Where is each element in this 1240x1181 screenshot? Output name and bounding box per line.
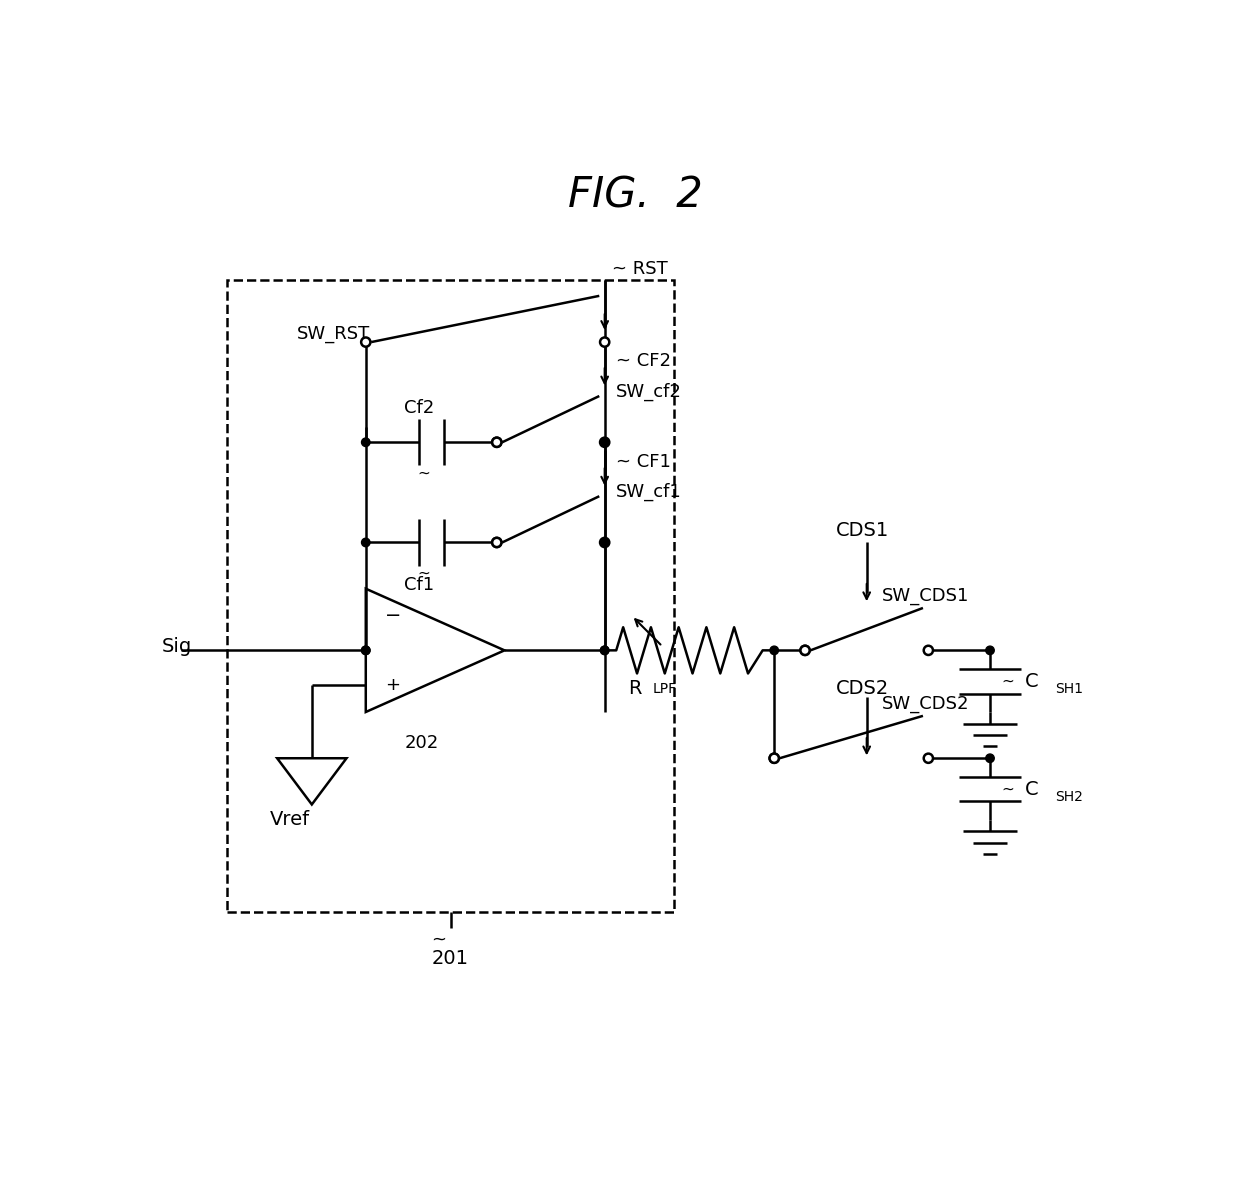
Text: FIG.  2: FIG. 2 [568,175,703,216]
Text: ~: ~ [417,465,430,481]
Circle shape [492,438,501,446]
Circle shape [362,438,370,446]
Bar [227,280,675,913]
Text: C: C [1024,672,1038,691]
Text: Vref: Vref [269,810,310,829]
Text: C: C [1024,779,1038,798]
Text: ~: ~ [1002,673,1014,689]
Text: ~ CF2: ~ CF2 [616,352,671,371]
Circle shape [600,539,609,547]
Circle shape [800,646,810,655]
Text: ~ CF1: ~ CF1 [616,452,671,470]
Text: ~ RST: ~ RST [613,260,668,278]
Text: Sig: Sig [161,637,192,655]
Circle shape [362,646,370,654]
Text: SW_cf2: SW_cf2 [616,383,682,402]
Text: ~: ~ [417,566,430,581]
Text: R: R [627,679,641,698]
Circle shape [986,646,994,654]
Text: SW_CDS2: SW_CDS2 [882,696,970,713]
Text: Cf2: Cf2 [404,399,434,417]
Text: +: + [386,676,401,694]
Circle shape [600,537,609,547]
Text: 202: 202 [404,733,439,752]
Text: SW_RST: SW_RST [296,326,370,344]
Text: ~: ~ [1002,782,1014,796]
Text: SW_CDS1: SW_CDS1 [882,587,970,606]
Circle shape [362,646,370,654]
Text: LPF: LPF [652,681,677,696]
Circle shape [770,753,779,763]
Text: CDS2: CDS2 [836,679,889,698]
Circle shape [492,438,501,446]
Circle shape [600,438,609,446]
Circle shape [492,537,501,547]
Circle shape [362,539,370,547]
Circle shape [600,438,609,446]
Circle shape [800,646,810,655]
Text: SH1: SH1 [1055,681,1084,696]
Text: SH2: SH2 [1055,790,1084,804]
Circle shape [600,338,609,347]
Circle shape [770,753,779,763]
Text: SW_cf1: SW_cf1 [616,483,682,502]
Circle shape [924,753,932,763]
Text: ~: ~ [432,931,446,948]
Text: −: − [386,606,402,625]
Circle shape [986,753,994,763]
Circle shape [361,338,371,347]
Circle shape [770,646,779,654]
Circle shape [600,646,609,654]
Text: Cf1: Cf1 [404,576,434,594]
Circle shape [600,646,609,654]
Text: CDS1: CDS1 [836,521,889,541]
Circle shape [924,646,932,655]
Text: 201: 201 [432,950,469,968]
Circle shape [492,537,501,547]
